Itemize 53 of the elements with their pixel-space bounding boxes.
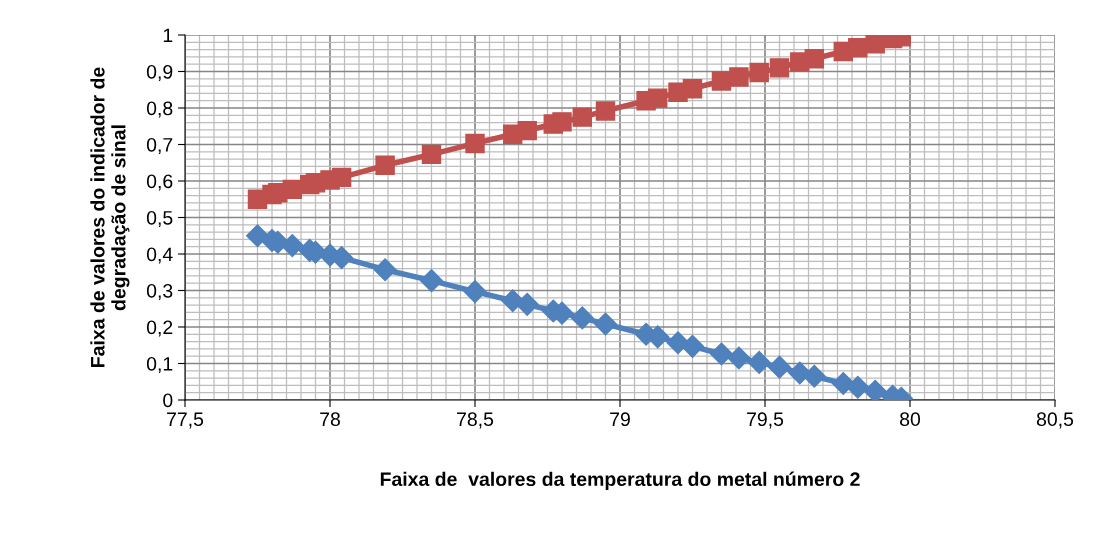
point xyxy=(647,88,668,108)
y-tick-label: 0,1 xyxy=(146,356,173,374)
point xyxy=(420,269,443,293)
point xyxy=(711,71,732,91)
x-tick-label: 78 xyxy=(320,412,340,427)
y-tick-label: 0,5 xyxy=(146,210,173,228)
y-tick-label: 0 xyxy=(163,393,173,408)
point xyxy=(246,224,269,248)
point xyxy=(863,379,887,400)
point xyxy=(747,350,771,374)
point xyxy=(681,334,704,358)
point xyxy=(666,331,690,355)
y-tick-label: 0,9 xyxy=(146,64,173,82)
point xyxy=(768,355,791,379)
point xyxy=(552,112,572,132)
point xyxy=(373,258,397,282)
y-tick-label: 0,4 xyxy=(146,247,173,264)
point xyxy=(682,78,703,99)
point xyxy=(727,346,751,370)
point xyxy=(280,234,304,258)
point xyxy=(421,144,442,165)
point xyxy=(769,58,790,78)
point xyxy=(729,67,749,87)
y-tick-label: 0,8 xyxy=(146,101,173,118)
point xyxy=(515,292,539,316)
point xyxy=(710,342,733,366)
x-axis-title: Faixa de valores da temperatura do metal número 2 xyxy=(380,471,860,490)
point xyxy=(331,167,352,188)
point xyxy=(594,312,617,336)
point xyxy=(804,49,825,69)
point xyxy=(572,107,593,127)
point xyxy=(846,375,870,399)
y-axis-title: Faixa de valores do indicador de degradação de sinal xyxy=(90,67,130,367)
point xyxy=(463,280,487,304)
point xyxy=(517,120,537,141)
point xyxy=(749,62,769,83)
y-tick-label: 0,2 xyxy=(146,320,173,337)
x-tick-label: 79,5 xyxy=(747,412,784,429)
x-tick-label: 80,5 xyxy=(1036,412,1074,429)
y-tick-label: 0,6 xyxy=(146,174,173,191)
point xyxy=(865,35,885,54)
point xyxy=(465,133,485,154)
point xyxy=(375,155,395,176)
x-tick-label: 80 xyxy=(900,412,921,427)
point xyxy=(595,101,616,121)
x-tick-label: 79 xyxy=(610,412,630,427)
y-tick-label: 0,3 xyxy=(146,283,173,301)
y-tick-label: 0,7 xyxy=(146,137,173,155)
x-tick-label: 77,5 xyxy=(167,412,204,429)
x-tick-label: 78,5 xyxy=(457,412,494,429)
point xyxy=(570,306,594,330)
point xyxy=(802,364,826,388)
y-tick-label: 1 xyxy=(163,28,173,43)
